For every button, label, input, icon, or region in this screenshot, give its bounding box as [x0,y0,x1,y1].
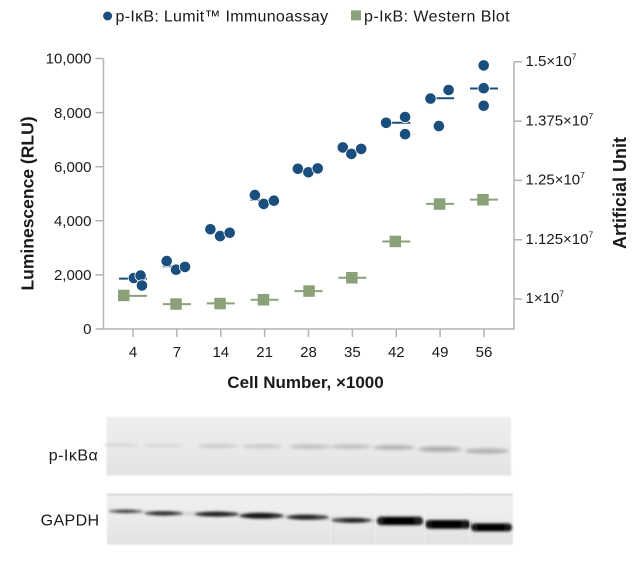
svg-text:p-IκBα: p-IκBα [49,448,99,465]
svg-text:1.375×107: 1.375×107 [526,111,594,130]
svg-text:49: 49 [432,344,449,361]
svg-text:p-IκB: Western Blot: p-IκB: Western Blot [364,9,510,26]
svg-text:1.25×107: 1.25×107 [526,170,586,189]
svg-text:14: 14 [212,344,229,361]
svg-text:p-IκB: Lumit™ Immunoassay: p-IκB: Lumit™ Immunoassay [116,9,329,26]
svg-text:GAPDH: GAPDH [41,513,100,530]
svg-text:1.125×107: 1.125×107 [526,229,594,248]
svg-text:28: 28 [300,344,317,361]
svg-text:4,000: 4,000 [54,213,92,230]
svg-text:56: 56 [476,344,493,361]
svg-text:6,000: 6,000 [54,159,92,176]
svg-text:35: 35 [344,344,361,361]
svg-text:42: 42 [388,344,405,361]
svg-text:7: 7 [173,344,181,361]
svg-text:8,000: 8,000 [54,105,92,122]
svg-text:2,000: 2,000 [54,267,92,284]
svg-text:4: 4 [129,344,137,361]
svg-text:0: 0 [83,321,91,338]
svg-text:1.5×107: 1.5×107 [526,52,577,71]
svg-text:21: 21 [256,344,273,361]
svg-text:Luminescence (RLU): Luminescence (RLU) [18,116,38,290]
svg-text:10,000: 10,000 [46,51,92,68]
svg-text:Artificial Unit: Artificial Unit [610,137,630,249]
svg-text:1×107: 1×107 [526,289,565,308]
svg-text:Cell Number, ×1000: Cell Number, ×1000 [227,373,383,392]
